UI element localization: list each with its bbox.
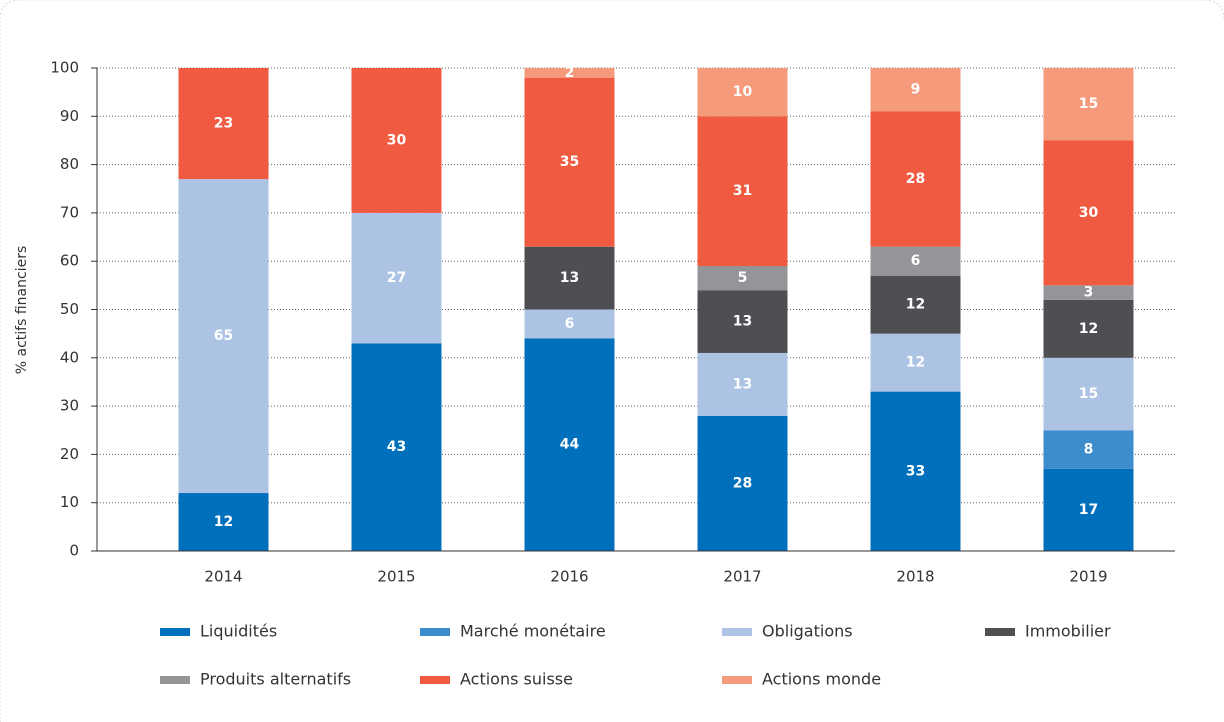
value-label: 15 <box>1079 96 1098 112</box>
legend-label: Obligations <box>762 622 853 641</box>
bar-segment <box>524 338 615 551</box>
value-label: 30 <box>387 132 407 148</box>
bar-segment <box>178 493 269 551</box>
value-label: 8 <box>1084 442 1094 458</box>
bar-segment <box>1043 68 1134 141</box>
value-label: 33 <box>906 463 925 479</box>
legend-label: Actions monde <box>762 670 881 689</box>
y-tick-label: 10 <box>60 493 79 511</box>
bar-segment <box>351 68 442 213</box>
value-label: 28 <box>906 171 925 187</box>
value-label: 13 <box>733 376 752 392</box>
y-tick-label: 80 <box>60 155 79 173</box>
value-label: 30 <box>1079 205 1099 221</box>
legend-swatch <box>160 676 190 684</box>
x-tick-label: 2018 <box>896 568 934 586</box>
legend-label: Produits alternatifs <box>200 670 351 689</box>
legend-swatch <box>985 628 1015 636</box>
y-tick-label: 90 <box>60 107 79 125</box>
y-axis-label: % actifs financiers <box>14 246 30 374</box>
bar-segment <box>524 309 615 339</box>
value-label: 2 <box>565 65 575 81</box>
value-label: 5 <box>738 270 748 286</box>
value-label: 44 <box>560 437 580 453</box>
bar-segment <box>1043 140 1134 286</box>
legend-swatch <box>160 628 190 636</box>
bar-segment <box>1043 468 1134 551</box>
bar-segment <box>1043 299 1134 358</box>
value-label: 17 <box>1079 502 1098 518</box>
y-tick-label: 70 <box>60 203 79 221</box>
y-tick-label: 20 <box>60 445 79 463</box>
bar-segment <box>1043 357 1134 431</box>
value-label: 3 <box>1084 285 1094 301</box>
value-label: 9 <box>911 82 921 98</box>
bar-segment <box>697 116 788 267</box>
bar-segment <box>870 246 961 276</box>
legend-label: Marché monétaire <box>460 622 606 641</box>
bar-segment <box>870 275 961 334</box>
bar-segment <box>697 68 788 117</box>
bar-segment <box>697 352 788 416</box>
y-tick-label: 30 <box>60 397 79 415</box>
y-tick-label: 0 <box>69 542 79 560</box>
value-label: 12 <box>214 514 233 530</box>
bar-segment <box>351 212 442 344</box>
value-label: 28 <box>733 475 752 491</box>
value-label: 65 <box>214 328 233 344</box>
bar-segment <box>870 333 961 392</box>
value-label: 12 <box>1079 321 1098 337</box>
bar-segment <box>524 68 615 78</box>
x-tick-label: 2014 <box>204 568 242 586</box>
bar-segment <box>1043 430 1134 469</box>
value-label: 12 <box>906 297 925 313</box>
y-tick-label: 60 <box>60 252 79 270</box>
legend-swatch <box>420 676 450 684</box>
bar-segment <box>870 111 961 247</box>
value-label: 13 <box>733 314 752 330</box>
legend-swatch <box>420 628 450 636</box>
value-label: 6 <box>565 316 575 332</box>
bar-segment <box>178 179 269 494</box>
y-tick-label: 40 <box>60 348 79 366</box>
bar-segment <box>524 77 615 247</box>
legend-swatch <box>722 628 752 636</box>
legend-swatch <box>722 676 752 684</box>
bar-segment <box>870 68 961 112</box>
x-tick-label: 2017 <box>723 568 761 586</box>
legend-label: Liquidités <box>200 622 277 641</box>
value-label: 15 <box>1079 386 1098 402</box>
y-tick-label: 100 <box>50 59 79 77</box>
bar-segment <box>697 415 788 551</box>
value-label: 10 <box>733 84 753 100</box>
bar-segment <box>351 343 442 551</box>
legend-label: Immobilier <box>1025 622 1111 641</box>
value-label: 13 <box>560 270 579 286</box>
value-label: 43 <box>387 439 406 455</box>
legend-label: Actions suisse <box>460 670 573 689</box>
value-label: 6 <box>911 253 921 269</box>
bar-segment <box>697 266 788 291</box>
x-tick-label: 2016 <box>550 568 588 586</box>
y-tick-label: 50 <box>60 300 79 318</box>
bar-segment <box>870 391 961 551</box>
value-label: 12 <box>906 355 925 371</box>
bar-segment <box>1043 285 1134 300</box>
value-label: 27 <box>387 270 406 286</box>
bar-segment <box>178 68 269 180</box>
value-label: 35 <box>560 154 579 170</box>
bar-segment <box>697 290 788 353</box>
bar-segment <box>524 246 615 310</box>
value-label: 23 <box>214 116 233 132</box>
x-tick-label: 2019 <box>1069 568 1107 586</box>
x-tick-label: 2015 <box>377 568 415 586</box>
value-label: 31 <box>733 183 752 199</box>
